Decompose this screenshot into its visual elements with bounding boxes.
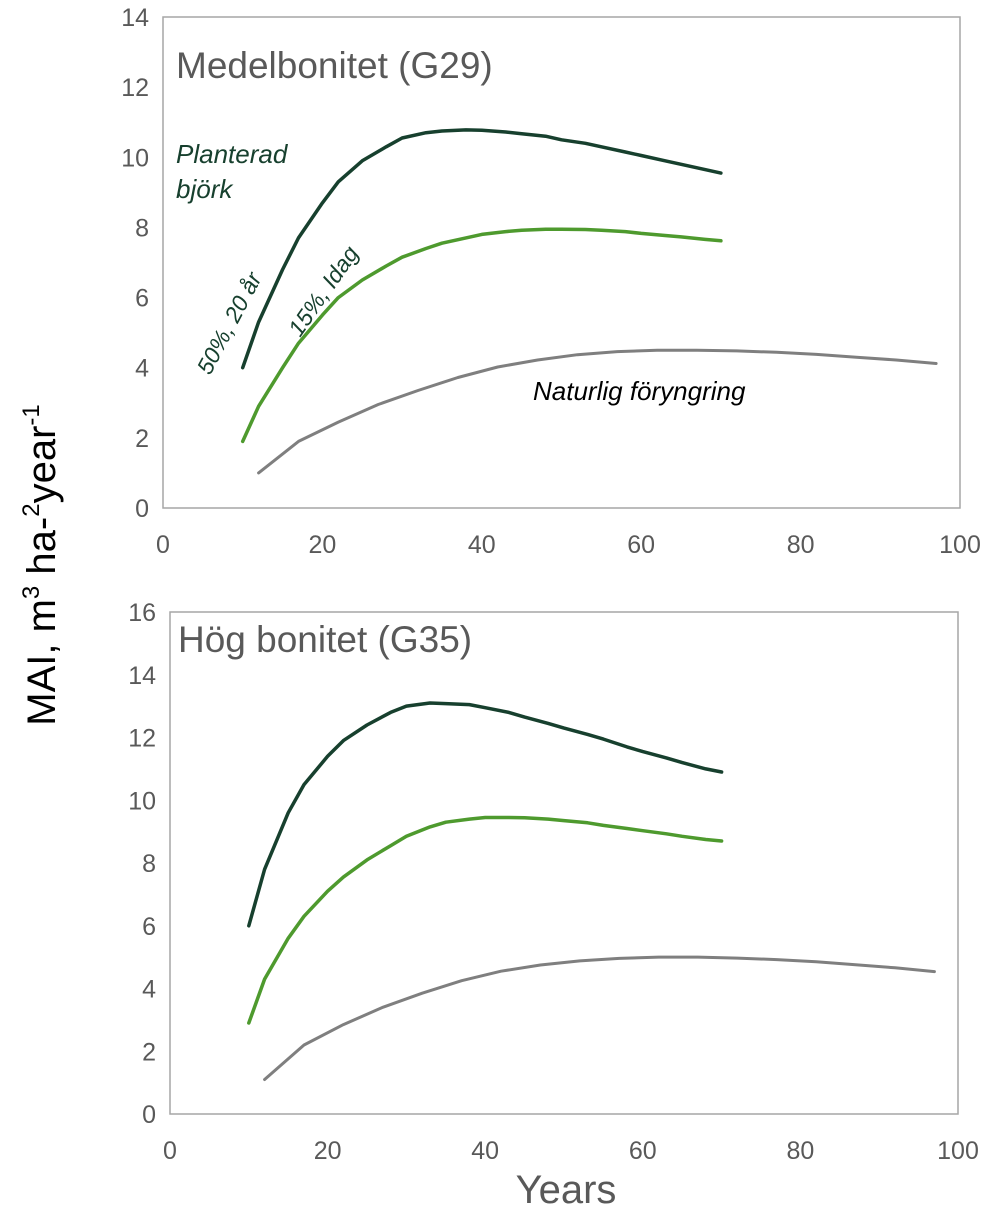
x-tick-label: 100 (937, 1137, 979, 1165)
y-tick-label: 0 (142, 1101, 156, 1129)
y-tick-label: 12 (128, 725, 156, 753)
annotation-dark-series: 50%, 20 år (191, 267, 267, 379)
y-axis-label-sup1: 3 (18, 586, 45, 599)
chart-panel-hog-bonitet: Hög bonitet (G35) 0 2 4 6 8 10 12 14 16 0 20 40 60 8… (128, 599, 979, 1165)
x-axis-label: Years (516, 1168, 617, 1212)
x-tick-label: 40 (471, 1137, 499, 1165)
plot-frame (162, 16, 961, 509)
y-tick-label: 6 (142, 913, 156, 941)
y-tick-label: 16 (128, 599, 156, 627)
chart-title: Hög bonitet (G35) (178, 619, 472, 660)
plot-frame (169, 611, 959, 1115)
y-tick-label: 12 (121, 74, 149, 102)
series-line-light (240, 227, 723, 444)
y-tick-label: 2 (135, 425, 149, 453)
annotation-light-series: 15%, Idag (283, 241, 364, 341)
series-line-dark (240, 128, 723, 370)
y-tick-labels: 0 2 4 6 8 10 12 14 16 (128, 599, 156, 1129)
x-tick-label: 60 (627, 531, 655, 559)
y-axis-label-sup3: -1 (18, 404, 45, 425)
y-tick-label: 4 (142, 976, 156, 1004)
y-tick-label: 10 (128, 787, 156, 815)
series-line-gray (257, 348, 938, 475)
series-line-dark (247, 701, 724, 928)
y-tick-labels: 0 2 4 6 8 10 12 14 (121, 4, 149, 523)
chart-title: Medelbonitet (G29) (176, 45, 493, 86)
y-axis-label: MAI, m3 ha-2year-1 (18, 404, 64, 725)
y-tick-label: 8 (135, 214, 149, 242)
series-line-gray (263, 955, 936, 1081)
x-tick-label: 100 (939, 531, 981, 559)
x-tick-label: 20 (308, 531, 336, 559)
y-tick-label: 14 (121, 4, 149, 32)
series-lines (247, 701, 936, 1081)
y-tick-label: 10 (121, 144, 149, 172)
x-tick-label: 40 (468, 531, 496, 559)
x-tick-labels: 0 20 40 60 80 100 (163, 1137, 979, 1165)
y-tick-label: 6 (135, 285, 149, 313)
y-tick-label: 14 (128, 662, 156, 690)
x-tick-label: 20 (314, 1137, 342, 1165)
y-tick-label: 8 (142, 850, 156, 878)
chart-panel-medelbonitet: Medelbonitet (G29) 0 2 4 6 8 10 12 14 0 20 40 60 80… (121, 4, 981, 559)
x-tick-label: 80 (786, 1137, 814, 1165)
x-tick-label: 60 (629, 1137, 657, 1165)
series-lines (240, 128, 938, 475)
y-tick-label: 4 (135, 355, 149, 383)
x-tick-label: 0 (156, 531, 170, 559)
series-line-light (247, 815, 724, 1025)
y-tick-label: 0 (135, 495, 149, 523)
y-axis-label-sup2: 2 (18, 503, 45, 516)
y-tick-label: 2 (142, 1038, 156, 1066)
annotation-planterad: Planterad (176, 139, 289, 169)
annotation-bjork: björk (176, 174, 234, 204)
x-tick-label: 0 (163, 1137, 177, 1165)
annotation-natural: Naturlig föryngring (533, 376, 746, 406)
x-tick-label: 80 (787, 531, 815, 559)
x-tick-labels: 0 20 40 60 80 100 (156, 531, 981, 559)
